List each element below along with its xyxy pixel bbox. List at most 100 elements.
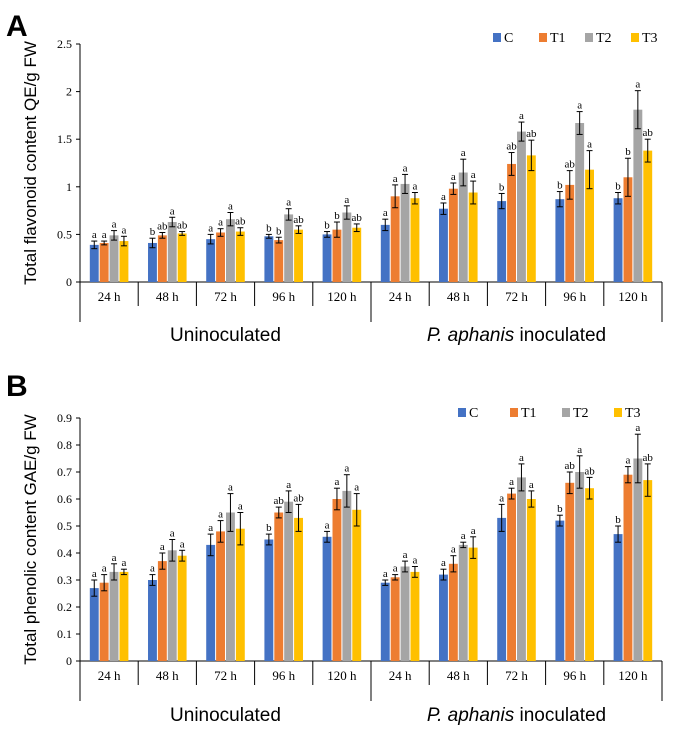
legend-label-t1: T1 (521, 406, 537, 421)
bar-t2 (342, 212, 352, 282)
bar-t2 (400, 566, 410, 661)
significance-label: a (170, 205, 175, 217)
significance-label: ab (293, 492, 304, 504)
legend-label-t2: T2 (573, 406, 589, 421)
bar-t2 (400, 183, 410, 282)
bar-c (613, 534, 623, 661)
significance-label: a (461, 147, 466, 159)
significance-label: a (208, 222, 213, 234)
significance-label: a (471, 525, 476, 537)
bar-t3 (526, 499, 536, 661)
bar-c (206, 544, 216, 661)
group-label-uninoculated: Uninoculated (170, 325, 281, 346)
significance-label: a (626, 455, 631, 467)
bar-t3 (235, 528, 245, 661)
bar-c (148, 580, 157, 661)
significance-label: b (557, 180, 563, 192)
y-tick-label: 2 (66, 85, 72, 99)
legend-swatch-t1 (539, 33, 547, 42)
legend-label-t2: T2 (596, 31, 612, 46)
bar-t2 (575, 123, 585, 283)
significance-label: ab (643, 127, 654, 139)
bar-c (439, 574, 448, 661)
significance-label: b (150, 226, 156, 238)
bar-c (380, 582, 390, 661)
bar-t1 (99, 242, 109, 282)
bar-t2 (458, 172, 468, 282)
bar-c (439, 208, 448, 282)
bar-t2 (109, 235, 119, 282)
significance-label: a (150, 563, 155, 575)
bar-t3 (468, 192, 478, 282)
significance-label: ab (565, 460, 576, 472)
significance-label: a (160, 541, 165, 553)
bar-t1 (448, 188, 458, 282)
y-tick-label: 0.5 (57, 227, 72, 241)
bar-t2 (167, 550, 177, 661)
bar-c (148, 242, 157, 282)
significance-label: a (393, 173, 398, 185)
bar-t3 (177, 233, 187, 282)
bar-t2 (633, 458, 643, 661)
significance-label: a (354, 482, 359, 494)
significance-label: b (499, 181, 505, 193)
bar-t1 (99, 582, 109, 661)
significance-label: ab (352, 212, 363, 224)
significance-label: a (344, 463, 349, 475)
x-tick-label: 48 h (447, 668, 470, 683)
significance-label: a (102, 563, 107, 575)
x-tick-label: 96 h (563, 668, 586, 683)
bar-t1 (332, 499, 342, 661)
significance-label: ab (293, 214, 304, 226)
significance-label: ab (235, 216, 246, 228)
significance-label: ab (274, 495, 285, 507)
bar-t1 (623, 177, 633, 282)
legend-swatch-t1 (510, 408, 518, 417)
y-axis-label: Total flavonoid content QE/g FW (21, 41, 40, 285)
y-tick-label: 0 (66, 654, 72, 668)
bar-t2 (633, 109, 643, 282)
x-tick-label: 96 h (272, 668, 295, 683)
significance-label: a (403, 162, 408, 174)
bar-t2 (226, 512, 235, 661)
bar-t1 (390, 196, 400, 282)
bar-t1 (157, 235, 167, 282)
bar-t3 (643, 480, 653, 661)
bar-t1 (565, 482, 575, 661)
x-tick-label: 72 h (214, 668, 237, 683)
bar-t1 (274, 512, 284, 661)
bar-t1 (157, 561, 167, 661)
bar-t2 (167, 222, 177, 282)
bar-t1 (332, 229, 342, 282)
significance-label: b (615, 514, 621, 526)
significance-label: a (412, 181, 417, 193)
significance-label: a (461, 530, 466, 542)
bar-t1 (623, 474, 633, 661)
significance-label: b (557, 503, 563, 515)
y-tick-label: 0 (66, 275, 72, 289)
significance-label: a (180, 538, 185, 550)
y-tick-label: 0.3 (57, 573, 72, 587)
group-label-inoculated: P. aphanis inoculated (427, 325, 606, 346)
x-tick-label: 48 h (156, 289, 179, 304)
group-label-inoculated: P. aphanis inoculated (427, 705, 606, 726)
significance-label: a (325, 519, 330, 531)
x-tick-label: 120 h (618, 289, 648, 304)
significance-label: ab (643, 452, 654, 464)
bar-t3 (119, 241, 129, 282)
x-tick-label: 48 h (156, 668, 179, 683)
x-tick-label: 120 h (327, 668, 357, 683)
group-label-italic-part: P. aphanis (427, 705, 515, 726)
bar-c (555, 199, 565, 282)
bar-t3 (585, 169, 594, 282)
bar-c (264, 539, 274, 661)
bar-t3 (119, 571, 129, 661)
significance-label: a (286, 197, 291, 209)
x-tick-label: 120 h (327, 289, 357, 304)
bar-t3 (294, 229, 303, 282)
y-tick-label: 1 (66, 180, 72, 194)
y-tick-label: 1.5 (57, 132, 72, 146)
y-tick-label: 0.1 (57, 627, 72, 641)
significance-label: a (92, 568, 97, 580)
